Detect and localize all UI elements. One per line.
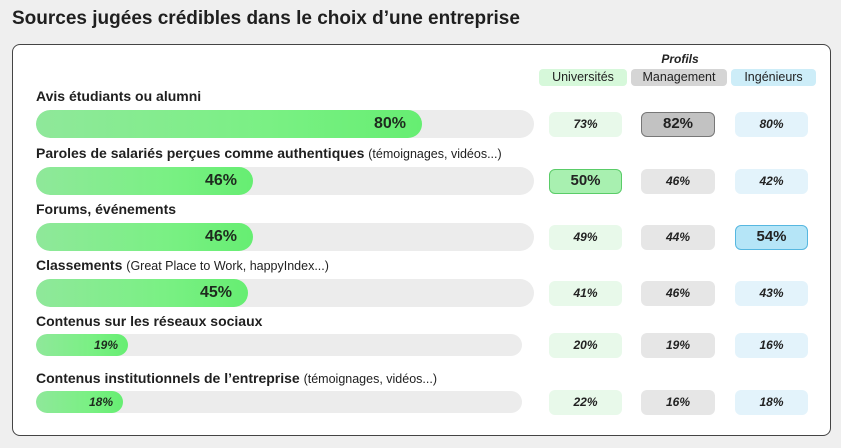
bar-track — [36, 167, 534, 195]
bar — [36, 223, 253, 251]
profile-value-management: 46% — [641, 168, 715, 194]
row-label-text: Classements — [36, 257, 123, 273]
row-label-note: (Great Place to Work, happyIndex...) — [126, 259, 329, 273]
bar-value-label: 80% — [374, 115, 407, 132]
profile-value-universites: 49% — [549, 224, 622, 250]
profile-value-management: 19% — [641, 332, 715, 358]
row-label: Classements (Great Place to Work, happyI… — [36, 257, 329, 273]
profiles-header: Profils — [661, 52, 699, 66]
row-label-text: Contenus institutionnels de l’entreprise — [36, 370, 300, 386]
bar-value-label: 46% — [205, 172, 238, 189]
bar — [36, 110, 422, 138]
row-label: Contenus sur les réseaux sociaux — [36, 313, 262, 329]
profile-value-universites: 41% — [549, 280, 622, 306]
bar — [36, 167, 253, 195]
column-header-universites: Universités — [539, 69, 627, 86]
profile-value-ingenieurs: 54% — [735, 224, 808, 250]
row-label: Paroles de salariés perçues comme authen… — [36, 145, 502, 161]
bar-value-label: 45% — [200, 284, 233, 301]
bar-track — [36, 279, 534, 307]
bar-value-label: 46% — [205, 228, 238, 245]
profile-value-universites: 73% — [549, 111, 622, 137]
profile-value-universites: 20% — [549, 332, 622, 358]
profile-value-ingenieurs: 80% — [735, 111, 808, 137]
column-header-management: Management — [631, 69, 727, 86]
profile-value-management: 16% — [641, 389, 715, 415]
row-label: Contenus institutionnels de l’entreprise… — [36, 370, 437, 386]
chart-title: Sources jugées crédibles dans le choix d… — [12, 8, 520, 29]
row-label-text: Avis étudiants ou alumni — [36, 88, 202, 104]
row-label: Avis étudiants ou alumni — [36, 88, 201, 104]
profile-value-ingenieurs: 18% — [735, 389, 808, 415]
row-label-note: (témoignages, vidéos...) — [303, 372, 437, 386]
profile-value-management: 82% — [641, 111, 715, 137]
bar — [36, 279, 248, 307]
profile-value-ingenieurs: 43% — [735, 280, 808, 306]
profile-value-universites: 22% — [549, 389, 622, 415]
row-label-note: (témoignages, vidéos...) — [368, 147, 502, 161]
row-label-text: Forums, événements — [36, 201, 177, 217]
bar-track — [36, 223, 534, 251]
profile-value-universites: 50% — [549, 168, 622, 194]
profile-value-ingenieurs: 42% — [735, 168, 808, 194]
bar-value-label: 19% — [94, 338, 119, 352]
bar-track — [36, 110, 534, 138]
row-label: Forums, événements — [36, 201, 176, 217]
row-label-text: Contenus sur les réseaux sociaux — [36, 313, 263, 329]
bar-value-label: 18% — [89, 395, 114, 409]
profile-value-management: 46% — [641, 280, 715, 306]
column-header-ingenieurs: Ingénieurs — [731, 69, 816, 86]
bar — [36, 391, 123, 413]
bar — [36, 334, 128, 356]
profile-value-ingenieurs: 16% — [735, 332, 808, 358]
bar-track — [36, 391, 522, 413]
bar-track — [36, 334, 522, 356]
row-label-text: Paroles de salariés perçues comme authen… — [36, 145, 365, 161]
profile-value-management: 44% — [641, 224, 715, 250]
